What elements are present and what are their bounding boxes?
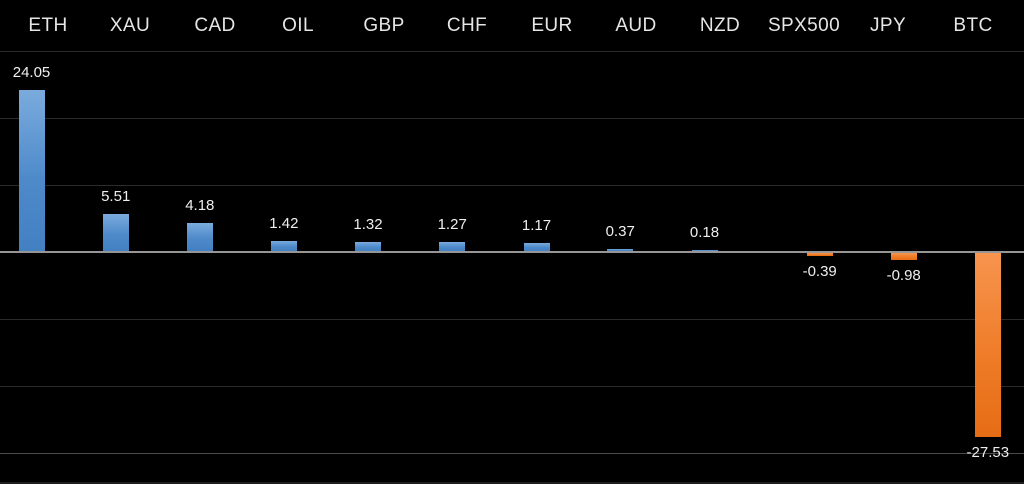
category-label-oil: OIL — [282, 15, 314, 36]
value-label-gbp: 1.32 — [353, 216, 383, 234]
category-label-gbp: GBP — [363, 15, 405, 36]
category-label-jpy: JPY — [869, 15, 907, 36]
category-label-spx500: SPX500 — [767, 15, 841, 36]
value-label-spx500: -0.39 — [802, 262, 837, 280]
bar-nzd — [691, 249, 718, 251]
bar-eur — [523, 243, 550, 251]
zero-axis-line — [0, 251, 1024, 253]
gridline — [0, 319, 1024, 320]
bar-aud — [607, 248, 634, 251]
value-label-eth: 24.05 — [12, 63, 51, 81]
category-label-aud: AUD — [615, 15, 657, 36]
category-label-eth: ETH — [28, 15, 68, 36]
category-label-xau: XAU — [109, 15, 151, 36]
bar-oil — [270, 241, 297, 251]
value-label-xau: 5.51 — [101, 188, 131, 206]
category-label-btc: BTC — [953, 15, 993, 36]
bar-jpy — [890, 253, 917, 260]
bar-btc — [974, 253, 1001, 438]
bar-spx500 — [806, 253, 833, 256]
value-label-nzd: 0.18 — [689, 223, 720, 241]
category-header-row: ETH XAU CAD OIL GBP CHF EUR AUD NZD SPX500 JPY BTC — [0, 0, 1024, 51]
value-label-eur: 1.17 — [521, 217, 552, 235]
category-label-cad: CAD — [194, 15, 236, 36]
bottom-edge-strip — [0, 482, 1024, 484]
gridline — [0, 185, 1024, 186]
category-label-eur: EUR — [531, 15, 573, 36]
category-label-nzd: NZD — [699, 15, 741, 36]
bar-chf — [439, 242, 466, 251]
gridline — [0, 51, 1024, 52]
value-label-aud: 0.37 — [605, 222, 635, 240]
gridline — [0, 386, 1024, 387]
bar-xau — [102, 214, 129, 251]
bar-gbp — [355, 242, 381, 251]
category-label-chf: CHF — [446, 15, 488, 36]
value-label-oil: 1.42 — [269, 215, 299, 233]
bar-eth — [18, 89, 45, 251]
gridline — [0, 453, 1024, 454]
gridline — [0, 118, 1024, 119]
value-label-chf: 1.27 — [437, 216, 467, 234]
value-label-cad: 4.18 — [185, 196, 215, 214]
value-label-jpy: -0.98 — [886, 266, 921, 284]
bar-cad — [186, 222, 213, 251]
value-label-btc: -27.53 — [966, 444, 1010, 462]
